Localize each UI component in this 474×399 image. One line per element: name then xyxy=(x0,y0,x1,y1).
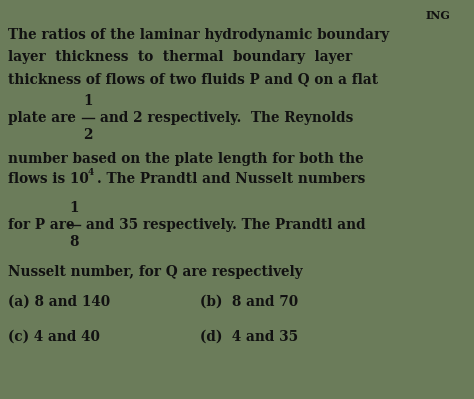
Text: and 2 respectively.  The Reynolds: and 2 respectively. The Reynolds xyxy=(100,111,353,125)
Text: thickness of flows of two fluids P and Q on a flat: thickness of flows of two fluids P and Q… xyxy=(8,72,378,86)
Text: (a) 8 and 140: (a) 8 and 140 xyxy=(8,295,110,309)
Text: number based on the plate length for both the: number based on the plate length for bot… xyxy=(8,152,364,166)
Text: for P are: for P are xyxy=(8,218,74,232)
Text: 1: 1 xyxy=(83,94,93,108)
Text: (d)  4 and 35: (d) 4 and 35 xyxy=(200,330,298,344)
Text: Nusselt number, for Q are respectively: Nusselt number, for Q are respectively xyxy=(8,265,302,279)
Text: and 35 respectively. The Prandtl and: and 35 respectively. The Prandtl and xyxy=(86,218,365,232)
Text: 2: 2 xyxy=(83,128,93,142)
Text: ING: ING xyxy=(425,10,450,21)
Text: 8: 8 xyxy=(69,235,79,249)
Text: 1: 1 xyxy=(69,201,79,215)
Text: (c) 4 and 40: (c) 4 and 40 xyxy=(8,330,100,344)
Text: flows is 10: flows is 10 xyxy=(8,172,89,186)
Text: (b)  8 and 70: (b) 8 and 70 xyxy=(200,295,298,309)
Text: 4: 4 xyxy=(88,168,94,177)
Text: layer  thickness  to  thermal  boundary  layer: layer thickness to thermal boundary laye… xyxy=(8,50,352,64)
Text: plate are: plate are xyxy=(8,111,76,125)
Text: The ratios of the laminar hydrodynamic boundary: The ratios of the laminar hydrodynamic b… xyxy=(8,28,389,42)
Text: . The Prandtl and Nusselt numbers: . The Prandtl and Nusselt numbers xyxy=(97,172,365,186)
